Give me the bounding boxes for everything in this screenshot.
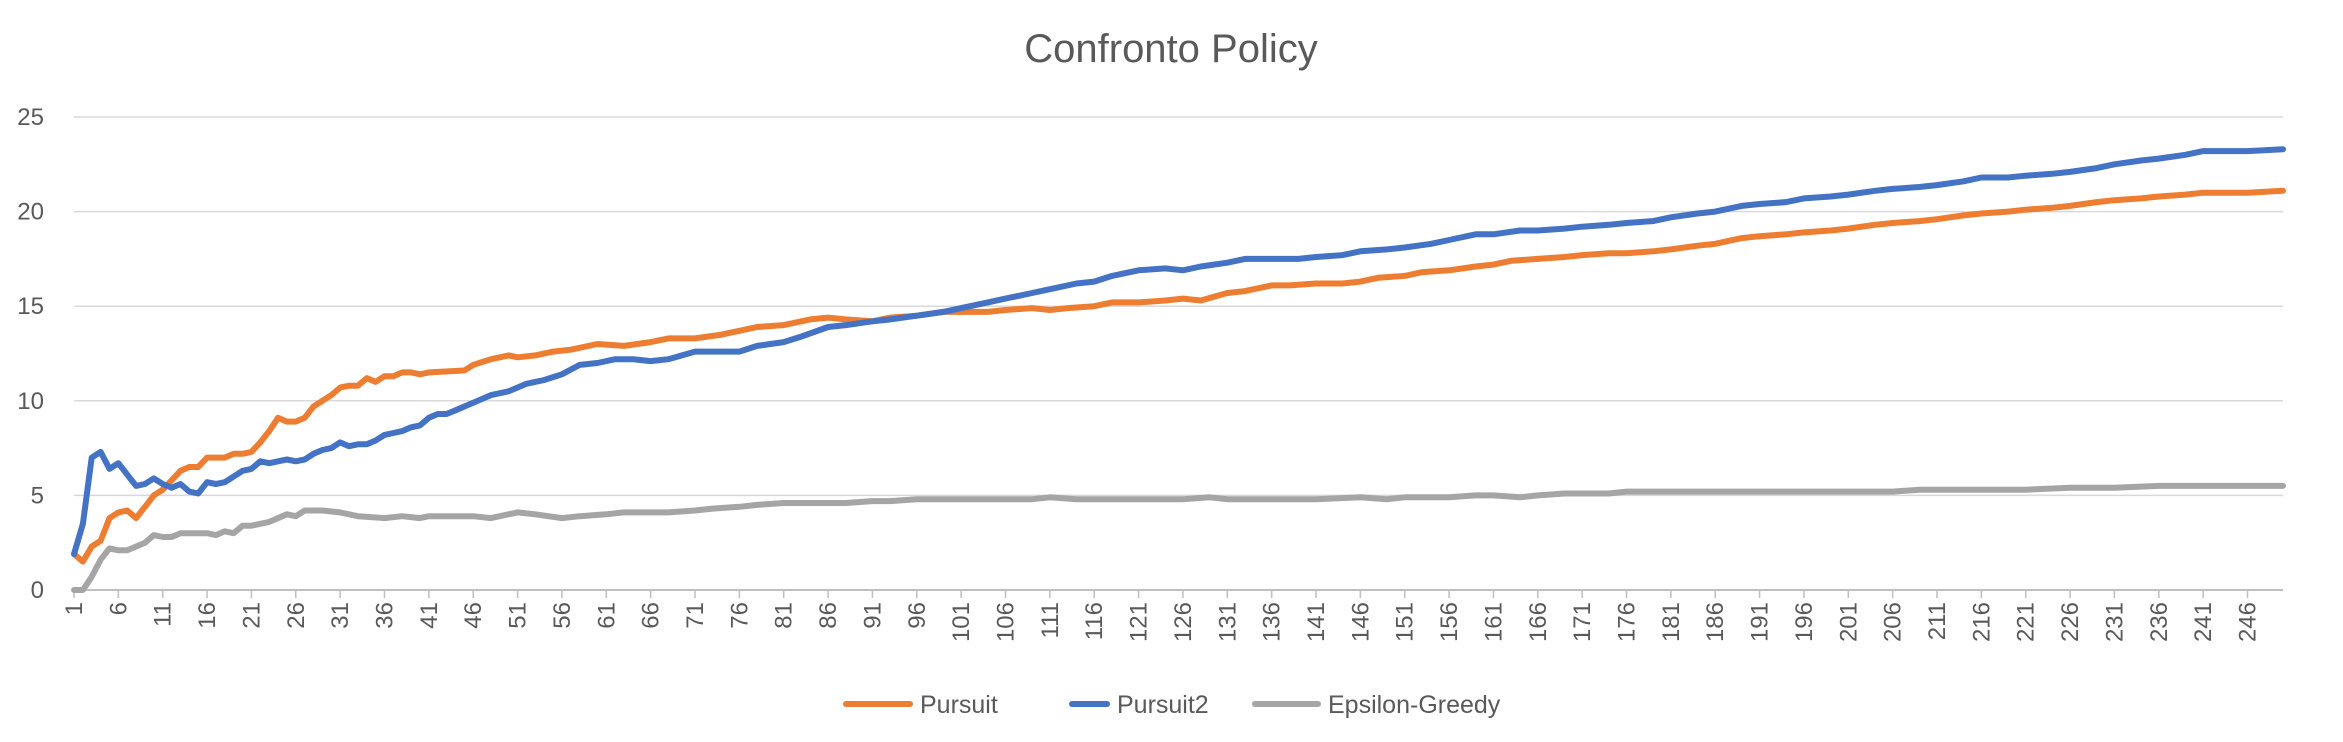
x-axis-ticks: 1 6 11 16 21 26 31 36 41 46 51 56 61 66 71 76 81 86 91 96 10…	[61, 590, 2262, 642]
x-tick-label: 81	[771, 602, 798, 629]
x-tick-label: 236	[2146, 602, 2173, 642]
x-tick-label: 101	[948, 602, 975, 642]
x-tick-label: 191	[1747, 602, 1774, 642]
x-tick-label: 11	[150, 602, 177, 627]
legend: Pursuit Pursuit2 Epsilon-Greedy	[843, 691, 1501, 719]
legend-label: Epsilon-Greedy	[1328, 691, 1501, 719]
chart-title: Confronto Policy	[1024, 27, 1317, 71]
y-tick-label: 20	[17, 199, 44, 226]
x-tick-label: 146	[1347, 602, 1374, 642]
series-line-pursuit	[71, 187, 2286, 565]
y-tick-label: 10	[17, 388, 44, 415]
x-tick-label: 246	[2235, 602, 2262, 642]
x-tick-label: 46	[460, 602, 487, 629]
y-tick-label: 15	[17, 293, 44, 320]
x-tick-label: 186	[1702, 602, 1729, 642]
x-tick-label: 21	[238, 602, 265, 629]
x-tick-label: 206	[1880, 602, 1907, 642]
x-tick-label: 201	[1835, 602, 1862, 642]
x-tick-label: 216	[1968, 602, 1995, 642]
x-tick-label: 166	[1525, 602, 1552, 642]
legend-label: Pursuit	[920, 691, 998, 719]
x-tick-label: 6	[105, 602, 132, 615]
x-tick-label: 121	[1126, 602, 1153, 642]
y-tick-label: 5	[31, 482, 44, 509]
y-tick-label: 25	[17, 104, 44, 131]
x-tick-label: 141	[1303, 602, 1330, 642]
x-tick-label: 211	[1924, 602, 1951, 640]
x-tick-label: 61	[593, 602, 620, 629]
x-tick-label: 26	[283, 602, 310, 629]
x-tick-label: 31	[327, 602, 354, 629]
legend-label: Pursuit2	[1117, 691, 1209, 719]
x-tick-label: 196	[1791, 602, 1818, 642]
x-tick-label: 176	[1614, 602, 1641, 642]
y-tick-label: 0	[31, 577, 44, 604]
x-tick-label: 96	[904, 602, 931, 629]
x-tick-label: 41	[416, 602, 443, 629]
series-lines	[71, 146, 2286, 593]
x-tick-label: 241	[2190, 602, 2217, 642]
x-tick-label: 1	[61, 602, 88, 615]
x-tick-label: 71	[682, 602, 709, 629]
x-tick-label: 66	[638, 602, 665, 629]
x-tick-label: 106	[993, 602, 1020, 642]
x-tick-label: 86	[815, 602, 842, 629]
x-tick-label: 116	[1081, 602, 1108, 640]
x-tick-label: 36	[372, 602, 399, 629]
x-tick-label: 51	[505, 602, 532, 629]
series-line-epsilon-greedy	[71, 482, 2286, 593]
x-tick-label: 91	[859, 602, 886, 629]
series-line-pursuit2	[71, 146, 2286, 558]
x-tick-label: 126	[1170, 602, 1197, 642]
x-tick-label: 171	[1569, 602, 1596, 642]
x-tick-label: 156	[1436, 602, 1463, 642]
x-tick-label: 16	[194, 602, 221, 629]
y-axis-ticks: 0 5 10 15 20 25	[17, 104, 44, 604]
x-tick-label: 226	[2057, 602, 2084, 642]
x-tick-label: 231	[2101, 602, 2128, 642]
x-tick-label: 111	[1037, 602, 1064, 638]
x-tick-label: 56	[549, 602, 576, 629]
x-tick-label: 76	[726, 602, 753, 629]
x-tick-label: 151	[1392, 602, 1419, 642]
x-tick-label: 221	[2013, 602, 2040, 642]
x-tick-label: 136	[1259, 602, 1286, 642]
x-tick-label: 181	[1658, 602, 1685, 642]
x-tick-label: 161	[1480, 602, 1507, 642]
gridlines	[74, 116, 2283, 591]
x-tick-label: 131	[1214, 602, 1241, 642]
